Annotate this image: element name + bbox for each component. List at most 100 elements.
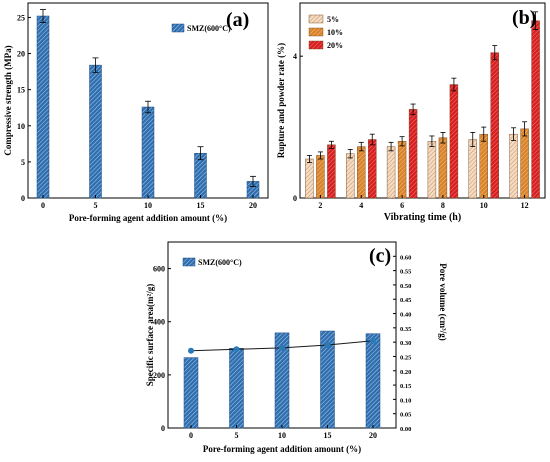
bar [365, 333, 381, 429]
error-bar [470, 132, 476, 147]
bar [183, 357, 199, 429]
bar-10% [397, 141, 407, 199]
panel-letter: (b) [512, 7, 536, 29]
x-tick-label: 20 [249, 201, 257, 210]
x-axis-label: Pore-forming agent addition amount (%) [203, 444, 361, 454]
bar-5% [468, 139, 477, 199]
error-bar [533, 11, 539, 30]
y-axis-label: Rupture and powder rate (%) [276, 43, 286, 158]
x-tick-label: 15 [197, 201, 205, 210]
bar-10% [479, 133, 488, 199]
legend-label: 20% [327, 41, 343, 50]
pore-volume-point [188, 347, 194, 354]
y-tick-label: 25 [17, 13, 25, 22]
y-tick-label: 4 [293, 52, 297, 61]
x-tick-label: 20 [369, 431, 377, 440]
error-bar [197, 146, 204, 161]
chart-panel-c: 02004006000.000.050.100.150.200.250.300.… [145, 241, 448, 454]
x-tick-label: 5 [94, 201, 98, 210]
error-bar [306, 155, 312, 163]
x-tick-label: 5 [235, 431, 239, 440]
bar [89, 64, 102, 199]
x-tick-label: 4 [359, 201, 363, 210]
bar [229, 348, 244, 429]
pore-volume-point [324, 342, 331, 349]
bar-5% [509, 133, 518, 199]
y-tick-label: 20 [17, 50, 25, 59]
y2-tick-label: 0.30 [400, 340, 411, 347]
y2-tick-label: 0.05 [400, 412, 412, 419]
error-bar [358, 141, 364, 152]
legend-swatch [308, 14, 324, 24]
legend-label: SMZ(600°C) [187, 24, 231, 33]
error-bar [145, 100, 151, 114]
legend-swatch [308, 40, 324, 50]
pore-volume-point [279, 344, 285, 351]
error-bar [40, 9, 46, 23]
error-bar [369, 133, 375, 146]
error-bar [440, 132, 446, 144]
bar-5% [346, 153, 355, 199]
chart-panel-a: 0 5 10 15 20 25 0 5 10 15 20 Pore-forming agent add… [3, 2, 269, 223]
error-bar [347, 149, 353, 159]
y-tick-label: 10 [17, 122, 25, 131]
y2-tick-label: 0.50 [400, 283, 411, 290]
y2-tick-label: 0.25 [400, 354, 412, 361]
x-tick-label: 12 [521, 201, 529, 210]
y-axis-label: Compressive strength (MPa) [3, 45, 13, 155]
y-tick-label: 0 [161, 424, 165, 433]
legend-swatch [182, 257, 196, 267]
x-tick-label: 0 [41, 201, 45, 210]
y-tick-label: 0 [293, 194, 297, 203]
x-tick-label: 10 [278, 431, 286, 440]
error-bar [250, 175, 256, 187]
y2-tick-label: 0.10 [400, 397, 411, 404]
x-tick-label: 10 [144, 201, 152, 210]
plot-frame [299, 2, 546, 199]
error-bar [399, 136, 405, 147]
legend-swatch [171, 23, 185, 33]
panel-letter: (a) [226, 9, 249, 31]
y2-tick-label: 0.55 [400, 269, 412, 276]
bar-10% [438, 137, 448, 199]
bar [141, 106, 155, 199]
y2-tick-label: 0.00 [400, 426, 411, 433]
bar-10% [316, 155, 325, 199]
y-tick-label: 0 [21, 194, 25, 203]
x-tick-label: 6 [400, 201, 404, 210]
x-tick-label: 0 [189, 431, 193, 440]
bar-5% [427, 141, 437, 199]
error-bar [511, 127, 517, 141]
error-bar [410, 103, 416, 116]
legend-swatch [308, 27, 324, 37]
legend-label: 10% [327, 28, 343, 37]
error-bar [328, 140, 334, 149]
bar-20% [327, 144, 336, 199]
error-bar [388, 141, 394, 152]
chart-panel-b: 0 4 2 4 6 8 10 12 Vibrating time (h) Rupture and … [276, 2, 546, 223]
y2-tick-label: 0.45 [400, 297, 412, 304]
bar-5% [386, 146, 396, 199]
y-tick-label: 15 [17, 86, 25, 95]
y2-tick-label: 0.35 [400, 326, 412, 333]
x-axis-label: Vibrating time (h) [384, 212, 461, 223]
bar-20% [408, 109, 418, 199]
bar-20% [490, 52, 499, 199]
y-axis-label: Specific surface area(m²/g) [145, 284, 155, 387]
error-bar [429, 135, 435, 147]
error-bar [92, 57, 99, 73]
bar-20% [449, 84, 459, 199]
bar-5% [305, 158, 314, 199]
y2-tick-label: 0.15 [400, 383, 412, 390]
panel-letter: (c) [369, 245, 391, 267]
bar-10% [357, 146, 366, 199]
error-bar [481, 126, 487, 142]
bar-20% [531, 20, 540, 199]
x-tick-label: 10 [480, 201, 488, 210]
error-bar [522, 121, 528, 137]
y-tick-label: 400 [153, 318, 165, 327]
bar-20% [368, 139, 377, 199]
error-bar [451, 77, 457, 92]
x-axis-label: Pore-forming agent addition amount (%) [69, 213, 227, 223]
